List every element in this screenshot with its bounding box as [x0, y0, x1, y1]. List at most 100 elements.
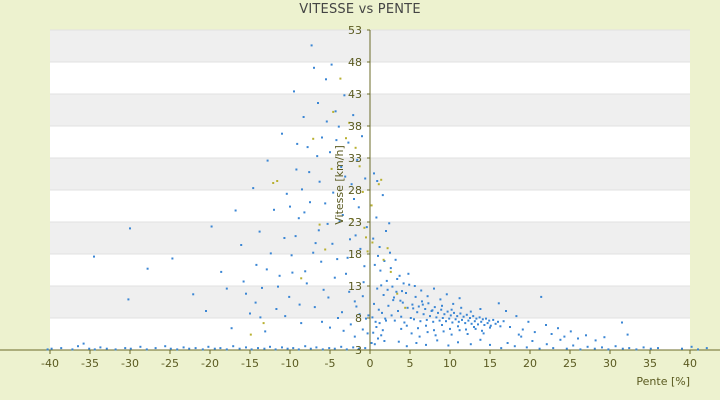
data-point: [497, 320, 499, 323]
data-point: [432, 320, 435, 323]
data-point: [451, 321, 454, 324]
data-point: [378, 322, 381, 325]
data-point: [361, 190, 364, 193]
data-point: [601, 346, 603, 349]
data-point: [337, 125, 340, 128]
data-point: [213, 347, 216, 350]
data-point: [607, 348, 610, 351]
data-point: [343, 94, 346, 97]
data-point: [621, 321, 623, 324]
data-point: [306, 146, 309, 149]
data-point: [342, 329, 345, 332]
data-point: [381, 329, 384, 332]
data-point: [635, 348, 638, 351]
data-point: [345, 272, 347, 275]
data-point: [464, 322, 467, 325]
data-point: [269, 252, 272, 255]
data-point: [502, 320, 505, 323]
data-point: [391, 285, 394, 288]
x-tick-label: -35: [81, 357, 99, 370]
data-point: [192, 293, 195, 296]
data-point: [288, 295, 291, 298]
data-point: [405, 324, 408, 327]
data-point: [293, 90, 295, 93]
data-point: [376, 180, 379, 182]
data-point: [249, 312, 251, 315]
data-point: [400, 327, 403, 330]
data-point: [419, 320, 422, 323]
data-point: [458, 297, 461, 300]
data-point: [364, 347, 367, 350]
data-point: [255, 263, 258, 266]
data-point: [697, 348, 699, 351]
data-point: [312, 251, 315, 254]
data-point: [274, 348, 277, 351]
data-point: [509, 326, 511, 328]
data-point: [238, 347, 241, 350]
data-point: [525, 346, 528, 349]
x-axis-ticks: -40 -35 -30 -25 -20 -15 -10 -5 0 5 10 15 20 25 30 35 40: [41, 350, 697, 370]
x-tick-label: 0: [367, 357, 374, 370]
data-point: [387, 304, 390, 307]
data-point: [292, 347, 295, 350]
data-point: [531, 340, 534, 342]
data-point: [297, 217, 300, 220]
data-point: [357, 206, 360, 209]
data-point: [254, 301, 257, 304]
data-point: [286, 347, 289, 350]
data-point: [361, 135, 363, 138]
data-point: [300, 277, 303, 280]
data-point: [420, 289, 423, 292]
data-point: [321, 320, 323, 323]
data-point: [171, 257, 174, 260]
data-point: [370, 342, 373, 344]
data-point: [320, 260, 323, 263]
data-point: [473, 320, 476, 323]
x-tick-label: 35: [643, 357, 657, 370]
data-point: [425, 343, 427, 346]
data-point: [412, 307, 415, 310]
data-point: [445, 293, 448, 296]
x-tick-label: 20: [523, 357, 537, 370]
data-point: [585, 334, 587, 337]
data-point: [259, 316, 262, 319]
data-point: [457, 325, 459, 328]
data-point: [359, 247, 362, 250]
data-point: [409, 317, 412, 319]
data-point: [82, 342, 85, 345]
data-point: [366, 250, 369, 253]
data-point: [207, 345, 210, 348]
y-tick-label: 43: [348, 88, 362, 101]
data-point: [365, 226, 368, 229]
data-point: [572, 344, 575, 347]
data-point: [521, 328, 524, 331]
data-point: [690, 345, 693, 348]
data-point: [500, 347, 503, 350]
data-point: [403, 321, 406, 324]
data-point: [621, 347, 624, 350]
data-point: [205, 310, 207, 312]
data-point: [330, 63, 333, 66]
data-point: [370, 204, 373, 207]
data-point: [626, 333, 629, 336]
data-point: [304, 345, 307, 348]
data-point: [425, 318, 428, 321]
data-point: [429, 315, 431, 318]
data-point: [353, 335, 356, 338]
data-point: [457, 320, 460, 323]
data-point: [373, 302, 375, 305]
data-point: [374, 320, 377, 323]
data-point: [298, 303, 301, 306]
data-point: [379, 269, 382, 272]
data-point: [499, 325, 502, 328]
data-point: [377, 337, 379, 340]
data-point: [296, 142, 299, 145]
data-point: [105, 347, 108, 350]
data-point: [321, 136, 323, 139]
data-point: [565, 347, 568, 350]
data-point: [294, 235, 297, 238]
data-point: [569, 330, 572, 333]
data-point: [386, 247, 389, 250]
